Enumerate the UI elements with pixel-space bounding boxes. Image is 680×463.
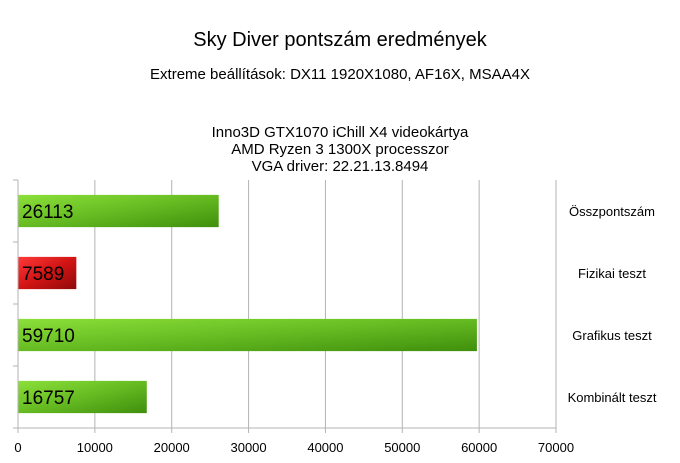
axes xyxy=(13,179,557,433)
x-tick-label: 0 xyxy=(14,440,21,455)
subtitle-line: AMD Ryzen 3 1300X processzor xyxy=(231,141,449,158)
data-label: 16757 xyxy=(22,388,75,409)
data-label: 26113 xyxy=(22,202,73,223)
category-label: Kombinált teszt xyxy=(568,390,657,405)
chart-subtitle: Extreme beállítások: DX11 1920X1080, AF1… xyxy=(150,66,530,175)
x-tick-label: 60000 xyxy=(461,440,497,455)
data-label: 59710 xyxy=(22,326,75,347)
bars: 26113 7589 59710 16757 xyxy=(18,194,477,414)
chart-title: Sky Diver pontszám eredmények xyxy=(193,29,487,51)
category-label: Összpontszám xyxy=(569,204,655,219)
subtitle-line: VGA driver: 22.21.13.8494 xyxy=(252,158,429,175)
category-labels: Összpontszám Fizikai teszt Grafikus teszt K… xyxy=(568,204,657,405)
x-tick-label: 40000 xyxy=(307,440,343,455)
x-tick-labels: 0 10000 20000 30000 40000 50000 60000 70000 xyxy=(14,440,574,455)
x-tick-label: 50000 xyxy=(384,440,420,455)
x-tick-label: 20000 xyxy=(154,440,190,455)
x-tick-label: 10000 xyxy=(77,440,113,455)
subtitle-line: Extreme beállítások: DX11 1920X1080, AF1… xyxy=(150,66,530,83)
bar xyxy=(18,380,147,414)
category-label: Fizikai teszt xyxy=(578,266,646,281)
bar xyxy=(18,194,219,228)
category-label: Grafikus teszt xyxy=(572,328,652,343)
data-label: 7589 xyxy=(22,264,64,285)
bar xyxy=(18,318,477,352)
subtitle-line: Inno3D GTX1070 iChill X4 videokártya xyxy=(212,124,469,141)
x-tick-label: 30000 xyxy=(230,440,266,455)
x-tick-label: 70000 xyxy=(538,440,574,455)
bar xyxy=(18,256,77,290)
